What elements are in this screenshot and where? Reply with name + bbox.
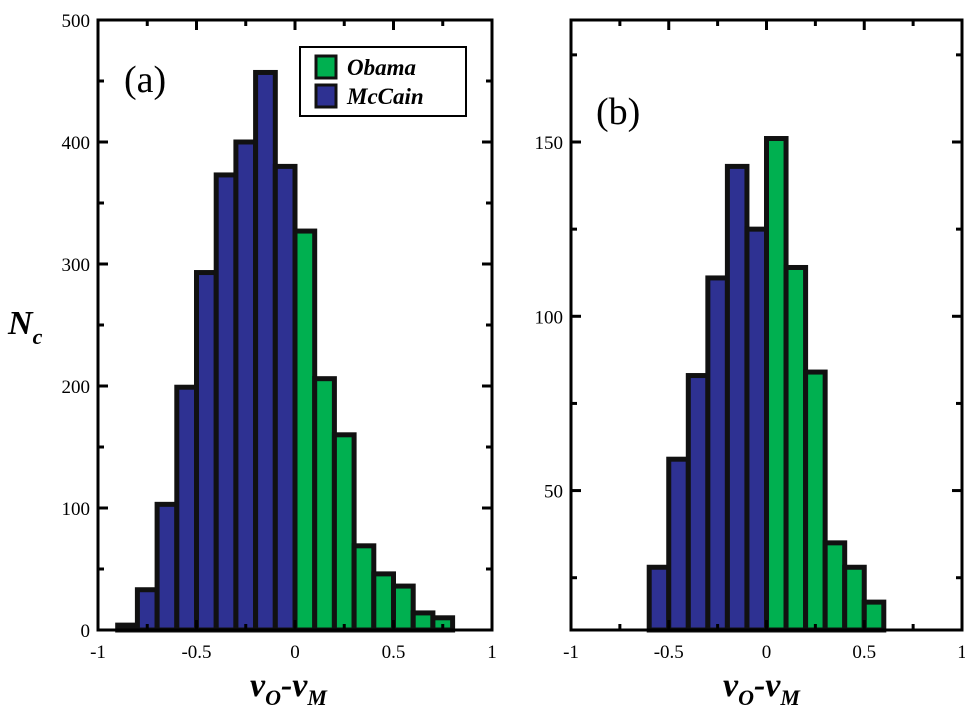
y-tick-label-4: 400 — [62, 133, 91, 154]
bar-mccain-1 — [666, 456, 691, 633]
y-axis-title-a: Nc — [7, 305, 43, 349]
plot-frame-b — [569, 18, 964, 632]
bar-mccain-4 — [724, 163, 750, 633]
x-tick-label-3: 0.5 — [852, 642, 876, 663]
x-axis-title-a: vO-vM — [250, 667, 328, 707]
bar-obama-3 — [822, 540, 848, 633]
bars-a — [115, 69, 456, 633]
bars-b — [646, 136, 887, 633]
bar-mccain-4 — [194, 270, 219, 633]
y-tick-label-5: 500 — [62, 11, 91, 32]
y-tick-label-3: 300 — [62, 255, 91, 276]
bar-obama-6 — [410, 610, 436, 633]
bar-obama-5 — [861, 599, 887, 633]
bar-mccain-2 — [685, 373, 711, 633]
bar-obama-1 — [312, 376, 337, 633]
x-tick-label-2: 0 — [290, 642, 300, 663]
legend: Obama McCain — [299, 46, 467, 117]
panel-a: -1 -0.5 0 0.5 1 0 100 200 300 400 500 (a) Obama Mc… — [7, 11, 497, 707]
y-tick-label-0: 0 — [81, 621, 91, 642]
bar-obama-1 — [783, 264, 809, 633]
bar-mccain-0 — [646, 564, 672, 633]
legend-swatch-obama — [314, 54, 338, 80]
bar-obama-4 — [842, 564, 867, 633]
panel-label-a: (a) — [124, 59, 166, 101]
bar-mccain-2 — [154, 501, 180, 633]
x-tick-label-4: 1 — [487, 642, 497, 663]
panel-label-b: (b) — [596, 91, 640, 133]
x-tick-label-3: 0.5 — [382, 642, 406, 663]
bar-mccain-5 — [213, 172, 239, 633]
bar-obama-0 — [292, 228, 318, 633]
bar-mccain-5 — [744, 226, 770, 633]
bar-obama-2 — [331, 432, 357, 633]
legend-label-obama: Obama — [347, 55, 416, 80]
x-tick-label-0: -1 — [563, 642, 579, 663]
legend-swatch-mccain — [314, 83, 338, 109]
bar-obama-0 — [764, 136, 789, 633]
y-tick-label-1: 100 — [62, 499, 91, 520]
legend-label-mccain: McCain — [346, 84, 424, 109]
bar-mccain-6 — [233, 139, 259, 633]
bar-obama-5 — [391, 583, 416, 633]
ticks-a: -1 -0.5 0 0.5 1 0 100 200 300 400 500 — [62, 11, 497, 663]
bar-obama-4 — [371, 571, 396, 633]
x-axis-title-b: vO-vM — [723, 667, 801, 707]
bar-mccain-8 — [272, 163, 298, 633]
x-tick-label-2: 0 — [762, 642, 772, 663]
y-tick-label-2: 200 — [62, 377, 91, 398]
y-tick-label-0: 50 — [544, 482, 563, 503]
y-tick-label-2: 150 — [535, 133, 564, 154]
bar-obama-3 — [351, 543, 377, 633]
bar-mccain-1 — [134, 587, 160, 633]
plot-frame-a — [96, 18, 494, 632]
x-tick-label-4: 1 — [957, 642, 965, 663]
x-tick-label-0: -1 — [90, 642, 106, 663]
x-tick-label-1: -0.5 — [654, 642, 684, 663]
bar-mccain-7 — [253, 69, 278, 633]
bar-mccain-3 — [174, 384, 200, 633]
x-tick-label-1: -0.5 — [181, 642, 211, 663]
bar-obama-2 — [803, 369, 828, 633]
y-tick-label-1: 100 — [535, 307, 564, 328]
bar-mccain-3 — [705, 275, 730, 633]
